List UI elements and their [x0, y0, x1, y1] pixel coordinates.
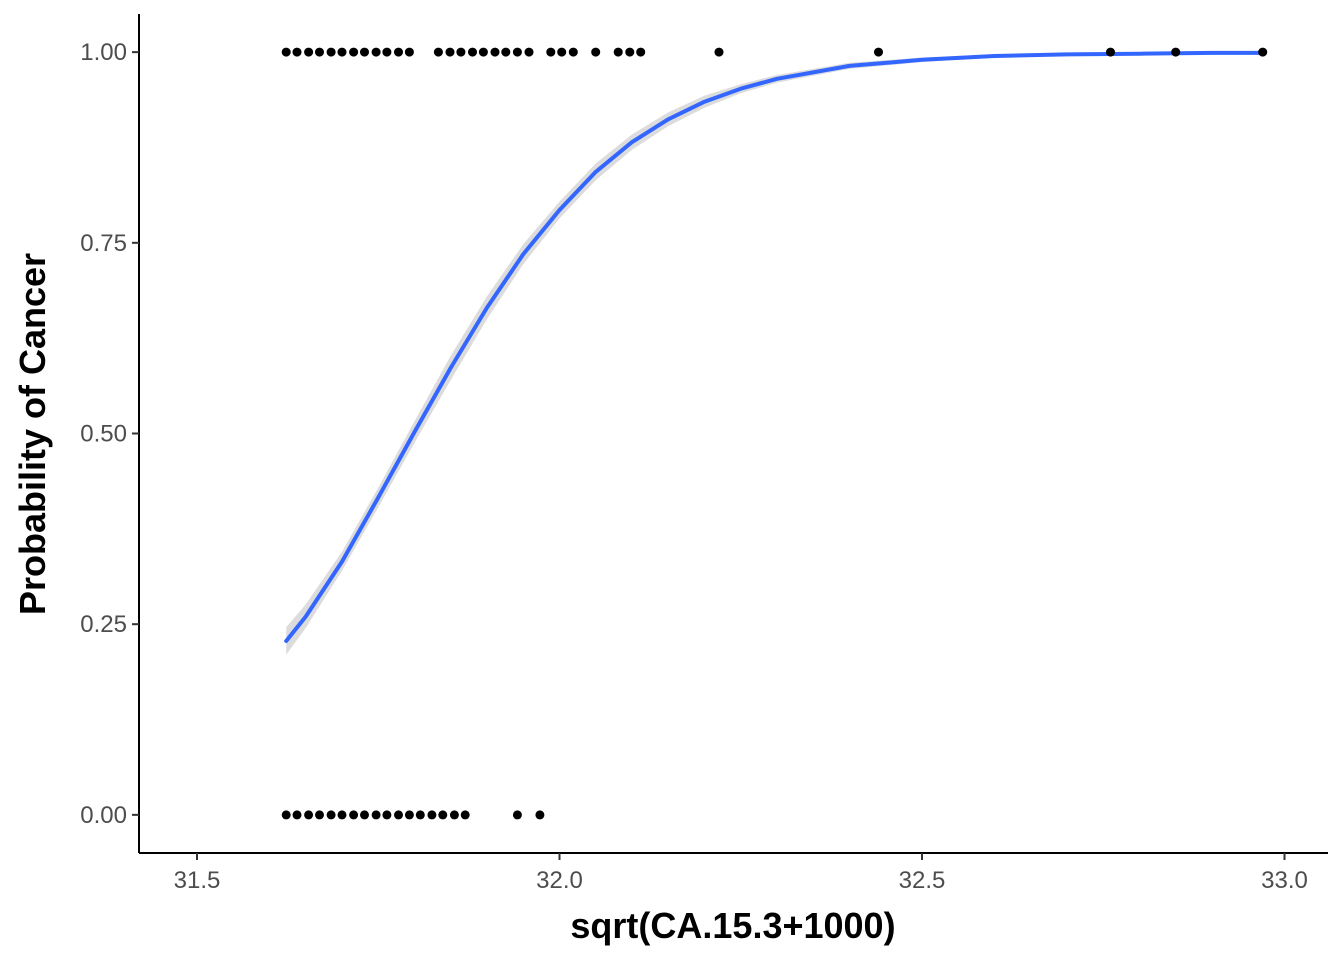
data-point — [427, 810, 437, 820]
data-point — [490, 47, 500, 57]
data-point — [337, 810, 347, 820]
data-point — [404, 810, 414, 820]
data-point — [1171, 47, 1181, 57]
data-point — [568, 47, 578, 57]
data-point — [394, 810, 403, 820]
data-point — [371, 810, 381, 820]
data-point — [636, 47, 646, 57]
x-tick-label: 32.0 — [536, 867, 583, 894]
data-point — [591, 47, 601, 57]
data-point — [546, 47, 556, 57]
data-point — [874, 47, 883, 57]
data-point — [349, 810, 359, 820]
y-tick-label: 0.25 — [80, 611, 127, 638]
y-tick-label: 0.50 — [80, 421, 127, 448]
data-point — [326, 47, 336, 57]
fit-curve-layer — [284, 50, 1265, 643]
axes-layer — [138, 14, 1328, 854]
data-point — [304, 810, 314, 820]
x-tick-label: 31.5 — [174, 867, 221, 894]
data-point — [304, 47, 314, 57]
data-point — [360, 47, 369, 57]
data-point — [360, 810, 369, 820]
data-point — [535, 810, 545, 820]
data-point — [394, 47, 403, 57]
data-points-layer — [281, 47, 1268, 820]
data-point — [337, 47, 347, 57]
data-point — [404, 47, 414, 57]
data-point — [433, 47, 443, 57]
data-point — [371, 47, 381, 57]
data-point — [292, 47, 302, 57]
data-point — [415, 810, 425, 820]
data-point — [512, 810, 522, 820]
data-point — [625, 47, 635, 57]
data-point — [524, 47, 534, 57]
data-point — [382, 47, 392, 57]
x-tick-label: 33.0 — [1261, 867, 1308, 894]
data-point — [349, 47, 359, 57]
x-tick-label: 32.5 — [899, 867, 946, 894]
y-tick-layer: 0.00 0.25 0.50 0.75 1.00 — [80, 39, 139, 829]
data-point — [714, 47, 724, 57]
data-point — [512, 47, 522, 57]
x-tick-layer: 31.5 32.0 32.5 33.0 — [174, 853, 1308, 894]
data-point — [449, 810, 459, 820]
confidence-band — [286, 52, 1263, 655]
data-point — [281, 47, 291, 57]
data-point — [468, 47, 477, 57]
data-point — [1106, 47, 1115, 57]
y-tick-label: 0.00 — [80, 802, 127, 829]
data-point — [478, 47, 488, 57]
data-point — [456, 47, 466, 57]
data-point — [445, 47, 455, 57]
y-axis-title: Probability of Cancer — [12, 253, 53, 615]
data-point — [438, 810, 448, 820]
data-point — [1258, 47, 1268, 57]
data-point — [460, 810, 470, 820]
x-axis-title: sqrt(CA.15.3+1000) — [570, 905, 895, 946]
data-point — [557, 47, 567, 57]
data-point — [292, 810, 302, 820]
data-point — [501, 47, 511, 57]
data-point — [382, 810, 392, 820]
y-tick-label: 1.00 — [80, 39, 127, 66]
data-point — [326, 810, 336, 820]
data-point — [613, 47, 623, 57]
y-tick-label: 0.75 — [80, 230, 127, 257]
data-point — [281, 810, 291, 820]
data-point — [315, 810, 324, 820]
confidence-band-layer — [286, 52, 1263, 655]
data-point — [315, 47, 324, 57]
fit-curve — [284, 50, 1265, 643]
